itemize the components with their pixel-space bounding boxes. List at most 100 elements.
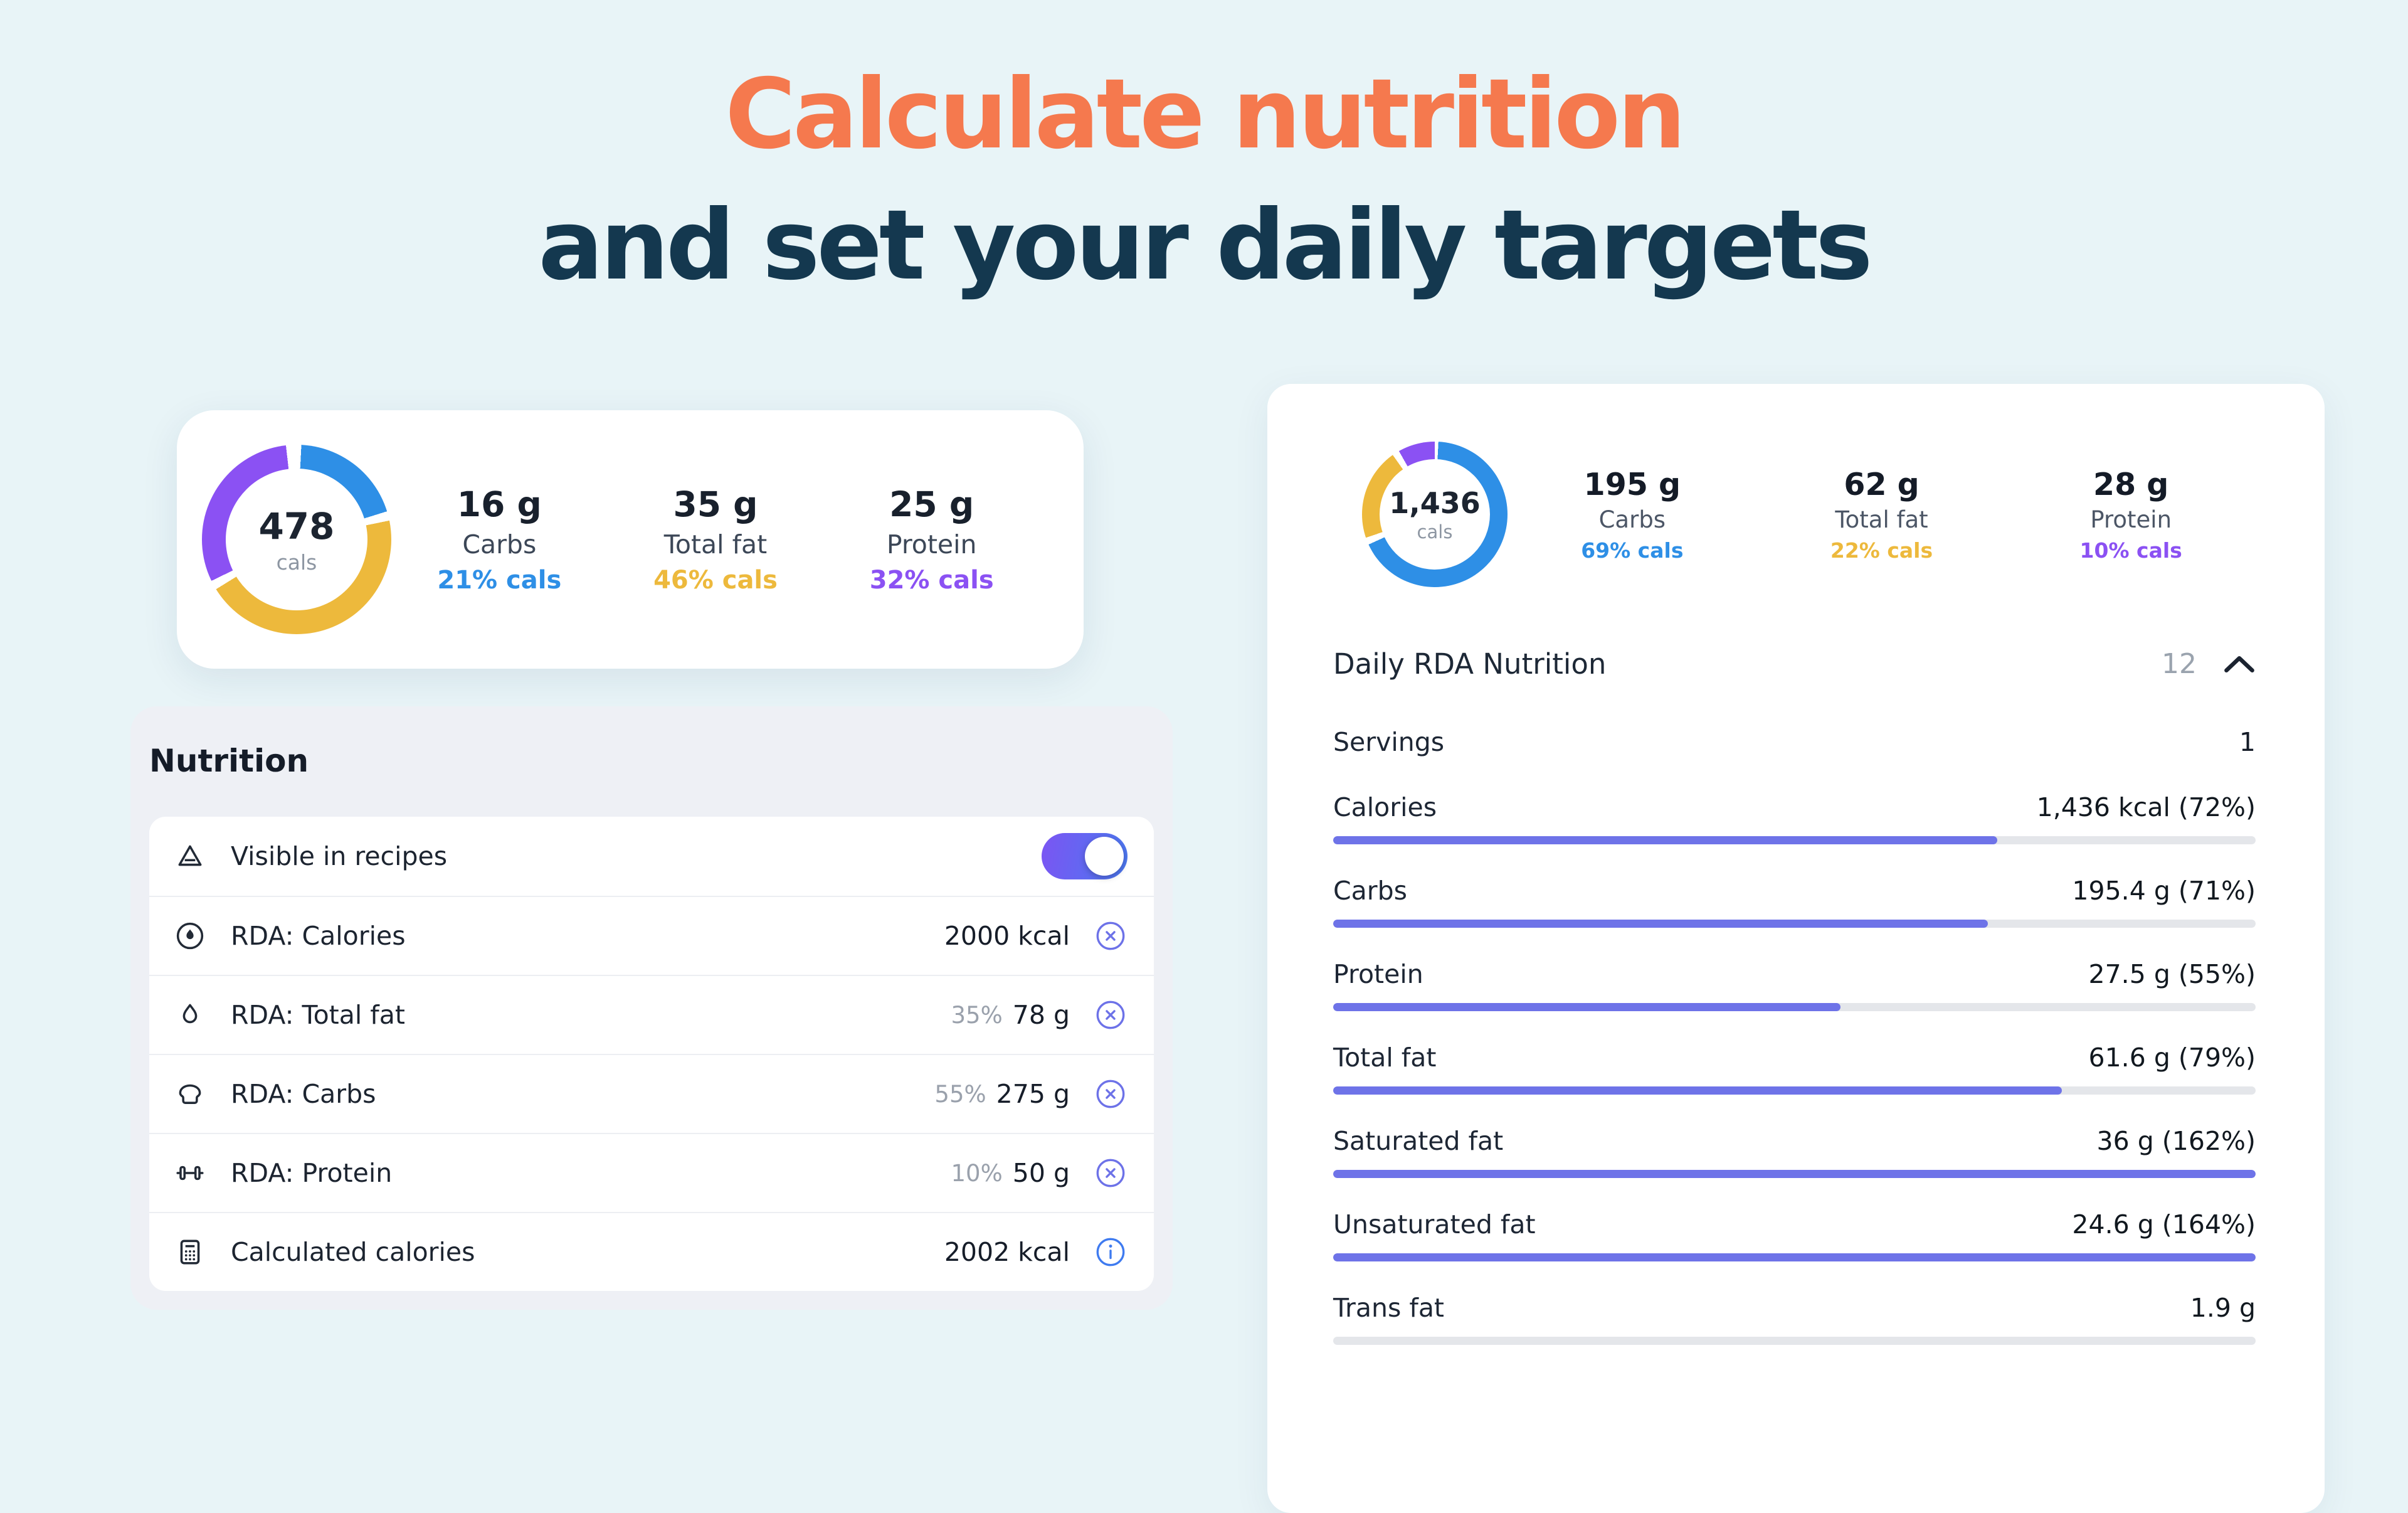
row-label: Calculated calories — [231, 1237, 475, 1267]
calculator-icon — [174, 1236, 206, 1268]
carbs-icon — [174, 1078, 206, 1110]
servings-value: 1 — [2239, 727, 2256, 757]
fat-label: Total fat — [1835, 506, 1928, 533]
nutrient-label: Total fat — [1333, 1043, 1437, 1073]
nutrient-value: 1.9 g — [2190, 1293, 2256, 1323]
nutrient-row-saturated-fat: Saturated fat 36 g (162%) — [1333, 1126, 2256, 1178]
fat-amount: 62 g — [1844, 466, 1920, 502]
flame-icon — [174, 920, 206, 952]
rda-section-header: Daily RDA Nutrition 12 — [1333, 647, 2256, 681]
progress-track — [1333, 1170, 2256, 1178]
donut-center-text: 478 cals — [202, 445, 391, 634]
donut-calories-value: 1,436 — [1389, 486, 1481, 520]
nutrient-label: Protein — [1333, 959, 1423, 989]
donut-calories-unit: cals — [276, 549, 317, 575]
row-calculated-calories: Calculated calories 2002 kcal — [149, 1212, 1154, 1291]
carbs-label: Carbs — [1598, 506, 1666, 533]
donut-calories-value: 478 — [258, 504, 335, 548]
macro-carbs: 16 g Carbs 21% cals — [391, 484, 608, 595]
nutrient-row-carbs: Carbs 195.4 g (71%) — [1333, 876, 2256, 928]
info-button[interactable] — [1094, 1235, 1127, 1269]
progress-track — [1333, 1337, 2256, 1345]
row-value: 2002 kcal — [944, 1237, 1070, 1267]
recipes-visibility-icon — [174, 841, 206, 872]
progress-fill — [1333, 836, 1998, 844]
row-rda-protein: RDA: Protein 10% 50 g — [149, 1133, 1154, 1212]
progress-fill — [1333, 1086, 2062, 1095]
row-label: RDA: Protein — [231, 1158, 393, 1188]
panel-title: Nutrition — [149, 743, 309, 779]
chevron-up-icon — [2224, 656, 2254, 672]
protein-amount: 28 g — [2093, 466, 2169, 502]
row-label: RDA: Total fat — [231, 1000, 405, 1030]
macro-protein: 28 g Protein 10% cals — [2006, 467, 2256, 563]
nutrient-label: Saturated fat — [1333, 1126, 1504, 1156]
protein-percent: 10% cals — [2079, 538, 2182, 563]
toggle-knob — [1085, 837, 1124, 876]
rda-calories-donut-chart: 1,436 cals — [1362, 442, 1508, 587]
row-rda-calories: RDA: Calories 2000 kcal — [149, 896, 1154, 975]
remove-button[interactable] — [1094, 919, 1127, 953]
fat-percent: 46% cals — [653, 566, 778, 595]
progress-fill — [1333, 1253, 2256, 1261]
row-visible-in-recipes: Visible in recipes — [149, 817, 1154, 896]
collapse-button[interactable] — [2223, 654, 2256, 674]
row-value: 2000 kcal — [944, 921, 1070, 951]
carbs-percent: 69% cals — [1581, 538, 1684, 563]
row-percent: 10% — [951, 1159, 1003, 1187]
row-rda-total-fat: RDA: Total fat 35% 78 g — [149, 975, 1154, 1054]
nutrient-progress-list: Calories 1,436 kcal (72%) Carbs 195.4 g (7… — [1333, 792, 2256, 1345]
donut-hole — [1380, 459, 1490, 570]
visible-in-recipes-toggle[interactable] — [1042, 833, 1127, 879]
fat-percent: 22% cals — [1830, 538, 1933, 563]
calories-donut-chart: 478 cals — [202, 445, 391, 634]
fat-label: Total fat — [663, 529, 768, 560]
row-label: Visible in recipes — [231, 841, 448, 871]
nutrition-settings-list: Visible in recipes RDA: Calories 2000 kc… — [149, 817, 1154, 1291]
macro-total-fat: 35 g Total fat 46% cals — [608, 484, 824, 595]
row-label: RDA: Calories — [231, 921, 406, 951]
progress-track — [1333, 920, 2256, 928]
donut-calories-unit: cals — [1417, 521, 1453, 543]
carbs-label: Carbs — [462, 529, 537, 560]
donut-hole — [226, 469, 367, 610]
nutrient-label: Trans fat — [1333, 1293, 1445, 1323]
daily-rda-card: 1,436 cals 195 g Carbs 69% cals 62 g Tot… — [1267, 384, 2325, 1513]
macro-total-fat: 62 g Total fat 22% cals — [1757, 467, 2007, 563]
macro-protein: 25 g Protein 32% cals — [823, 484, 1040, 595]
rda-macro-summary: 1,436 cals 195 g Carbs 69% cals 62 g Tot… — [1333, 442, 2256, 587]
remove-button[interactable] — [1094, 998, 1127, 1032]
droplet-icon — [174, 999, 206, 1031]
row-percent: 55% — [934, 1080, 986, 1108]
nutrient-row-calories: Calories 1,436 kcal (72%) — [1333, 792, 2256, 844]
macro-carbs: 195 g Carbs 69% cals — [1508, 467, 1757, 563]
carbs-amount: 16 g — [457, 484, 542, 524]
nutrient-value: 1,436 kcal (72%) — [2036, 792, 2256, 822]
nutrient-row-trans-fat: Trans fat 1.9 g — [1333, 1293, 2256, 1345]
nutrient-row-total-fat: Total fat 61.6 g (79%) — [1333, 1043, 2256, 1095]
row-percent: 35% — [951, 1001, 1003, 1029]
nutrient-value: 61.6 g (79%) — [2088, 1043, 2256, 1073]
donut-center-text: 1,436 cals — [1362, 442, 1508, 587]
progress-track — [1333, 1086, 2256, 1095]
nutrient-value: 27.5 g (55%) — [2088, 959, 2256, 989]
protein-label: Protein — [886, 529, 977, 560]
nutrient-label: Unsaturated fat — [1333, 1209, 1536, 1240]
protein-label: Protein — [2090, 506, 2172, 533]
nutrient-value: 36 g (162%) — [2096, 1126, 2256, 1156]
nutrient-row-protein: Protein 27.5 g (55%) — [1333, 959, 2256, 1011]
remove-button[interactable] — [1094, 1156, 1127, 1190]
nutrient-value: 24.6 g (164%) — [2072, 1209, 2256, 1240]
nutrient-label: Calories — [1333, 792, 1437, 822]
protein-percent: 32% cals — [869, 566, 994, 595]
heading-line-1: Calculate nutrition — [725, 58, 1686, 171]
progress-fill — [1333, 920, 1988, 928]
section-count-badge: 12 — [2162, 648, 2197, 680]
progress-fill — [1333, 1003, 1841, 1011]
remove-button[interactable] — [1094, 1077, 1127, 1111]
protein-amount: 25 g — [889, 484, 974, 524]
nutrient-label: Carbs — [1333, 876, 1407, 906]
progress-track — [1333, 1003, 2256, 1011]
row-rda-carbs: RDA: Carbs 55% 275 g — [149, 1054, 1154, 1133]
row-label: RDA: Carbs — [231, 1079, 376, 1109]
